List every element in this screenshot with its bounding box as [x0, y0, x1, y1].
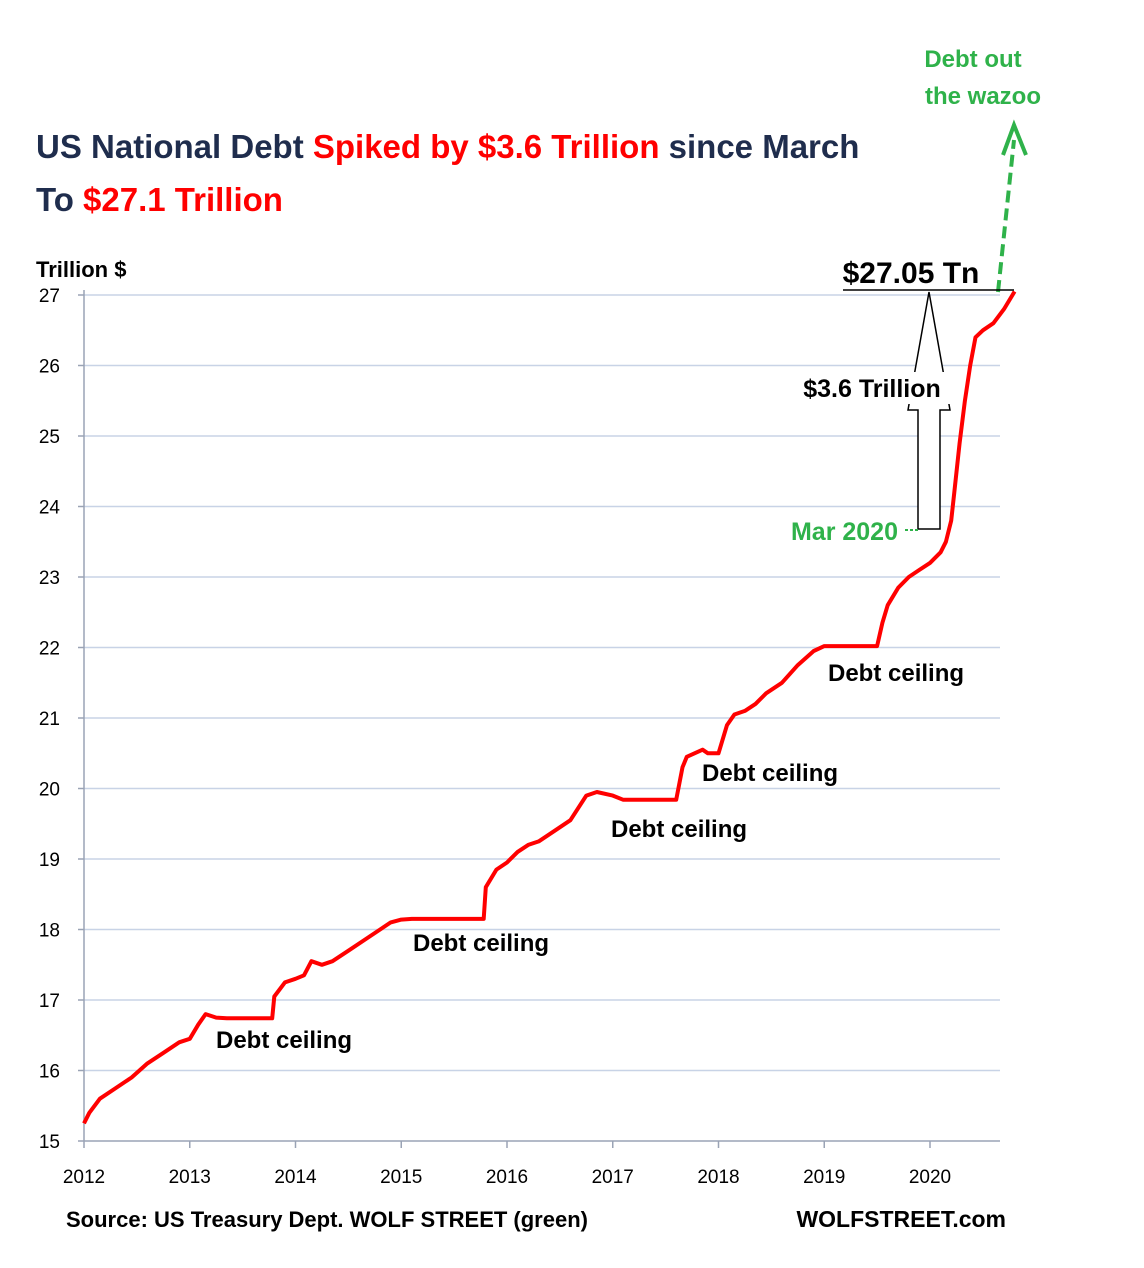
grid-lines — [84, 294, 1000, 1072]
y-tick-label-19: 19 — [39, 850, 60, 871]
title-line-2-part-0: To — [36, 181, 83, 218]
y-tick-label-26: 26 — [39, 357, 60, 378]
title-line-1-part-0: US National Debt — [36, 128, 313, 165]
y-axis-label: Trillion $ — [36, 257, 126, 282]
y-tick-label-16: 16 — [39, 1062, 60, 1083]
debt-series-line — [82, 290, 1017, 1125]
y-tick-label-15: 15 — [39, 1132, 60, 1153]
y-tick-label-21: 21 — [39, 709, 60, 730]
y-tick-label-20: 20 — [39, 780, 60, 801]
x-tick-labels: 2012 2013 2014 2015 2016 2017 2018 2019 2020 — [63, 1141, 951, 1188]
y-tick-labels: 15 16 17 18 19 20 21 22 23 24 25 26 27 — [39, 286, 84, 1153]
chart-title-line-2: To $27.1 Trillion — [36, 181, 283, 218]
y-tick-label-22: 22 — [39, 639, 60, 660]
y-tick-label-23: 23 — [39, 568, 60, 589]
wazoo-label-line-2: the wazoo — [925, 83, 1041, 110]
debt-ceiling-label-2017: Debt ceiling — [611, 816, 747, 843]
debt-ceiling-label-2013: Debt ceiling — [216, 1027, 352, 1054]
increase-label-bg — [790, 372, 950, 404]
source-note: Source: US Treasury Dept. WOLF STREET (g… — [66, 1207, 588, 1232]
x-tick-label-2013: 2013 — [169, 1167, 211, 1188]
wazoo-label-line-1: Debt out — [924, 46, 1021, 73]
title-line-1-part-2: since March — [659, 128, 859, 165]
wazoo-arrow-head — [1001, 119, 1028, 156]
end-value-label: $27.05 Tn — [843, 257, 980, 290]
x-tick-label-2012: 2012 — [63, 1167, 105, 1188]
title-line-1-part-1: Spiked by $3.6 Trillion — [313, 128, 660, 165]
increase-label: $3.6 Trillion — [803, 375, 941, 403]
y-tick-label-27: 27 — [39, 286, 60, 307]
x-tick-label-2014: 2014 — [274, 1167, 317, 1188]
mar-2020-label: Mar 2020 — [791, 518, 898, 546]
y-tick-label-18: 18 — [39, 921, 60, 942]
x-tick-label-2015: 2015 — [380, 1167, 422, 1188]
x-tick-label-2020: 2020 — [909, 1167, 951, 1188]
debt-ceiling-label-2018: Debt ceiling — [702, 760, 838, 787]
x-tick-label-2019: 2019 — [803, 1167, 845, 1188]
wazoo-arrow-line — [996, 139, 1016, 293]
chart-title-line-1: US National Debt Spiked by $3.6 Trillion… — [36, 128, 859, 165]
brand-label: WOLFSTREET.com — [796, 1206, 1006, 1232]
debt-ceiling-label-2019: Debt ceiling — [828, 660, 964, 687]
increase-arrow — [907, 291, 951, 530]
debt-ceiling-label-2015: Debt ceiling — [413, 930, 549, 957]
x-tick-label-2018: 2018 — [697, 1167, 739, 1188]
y-tick-label-17: 17 — [39, 991, 60, 1012]
x-tick-label-2016: 2016 — [486, 1167, 528, 1188]
x-tick-label-2017: 2017 — [592, 1167, 634, 1188]
y-tick-label-24: 24 — [39, 498, 61, 519]
y-tick-label-25: 25 — [39, 427, 60, 448]
title-line-2-part-1: $27.1 Trillion — [83, 181, 283, 218]
